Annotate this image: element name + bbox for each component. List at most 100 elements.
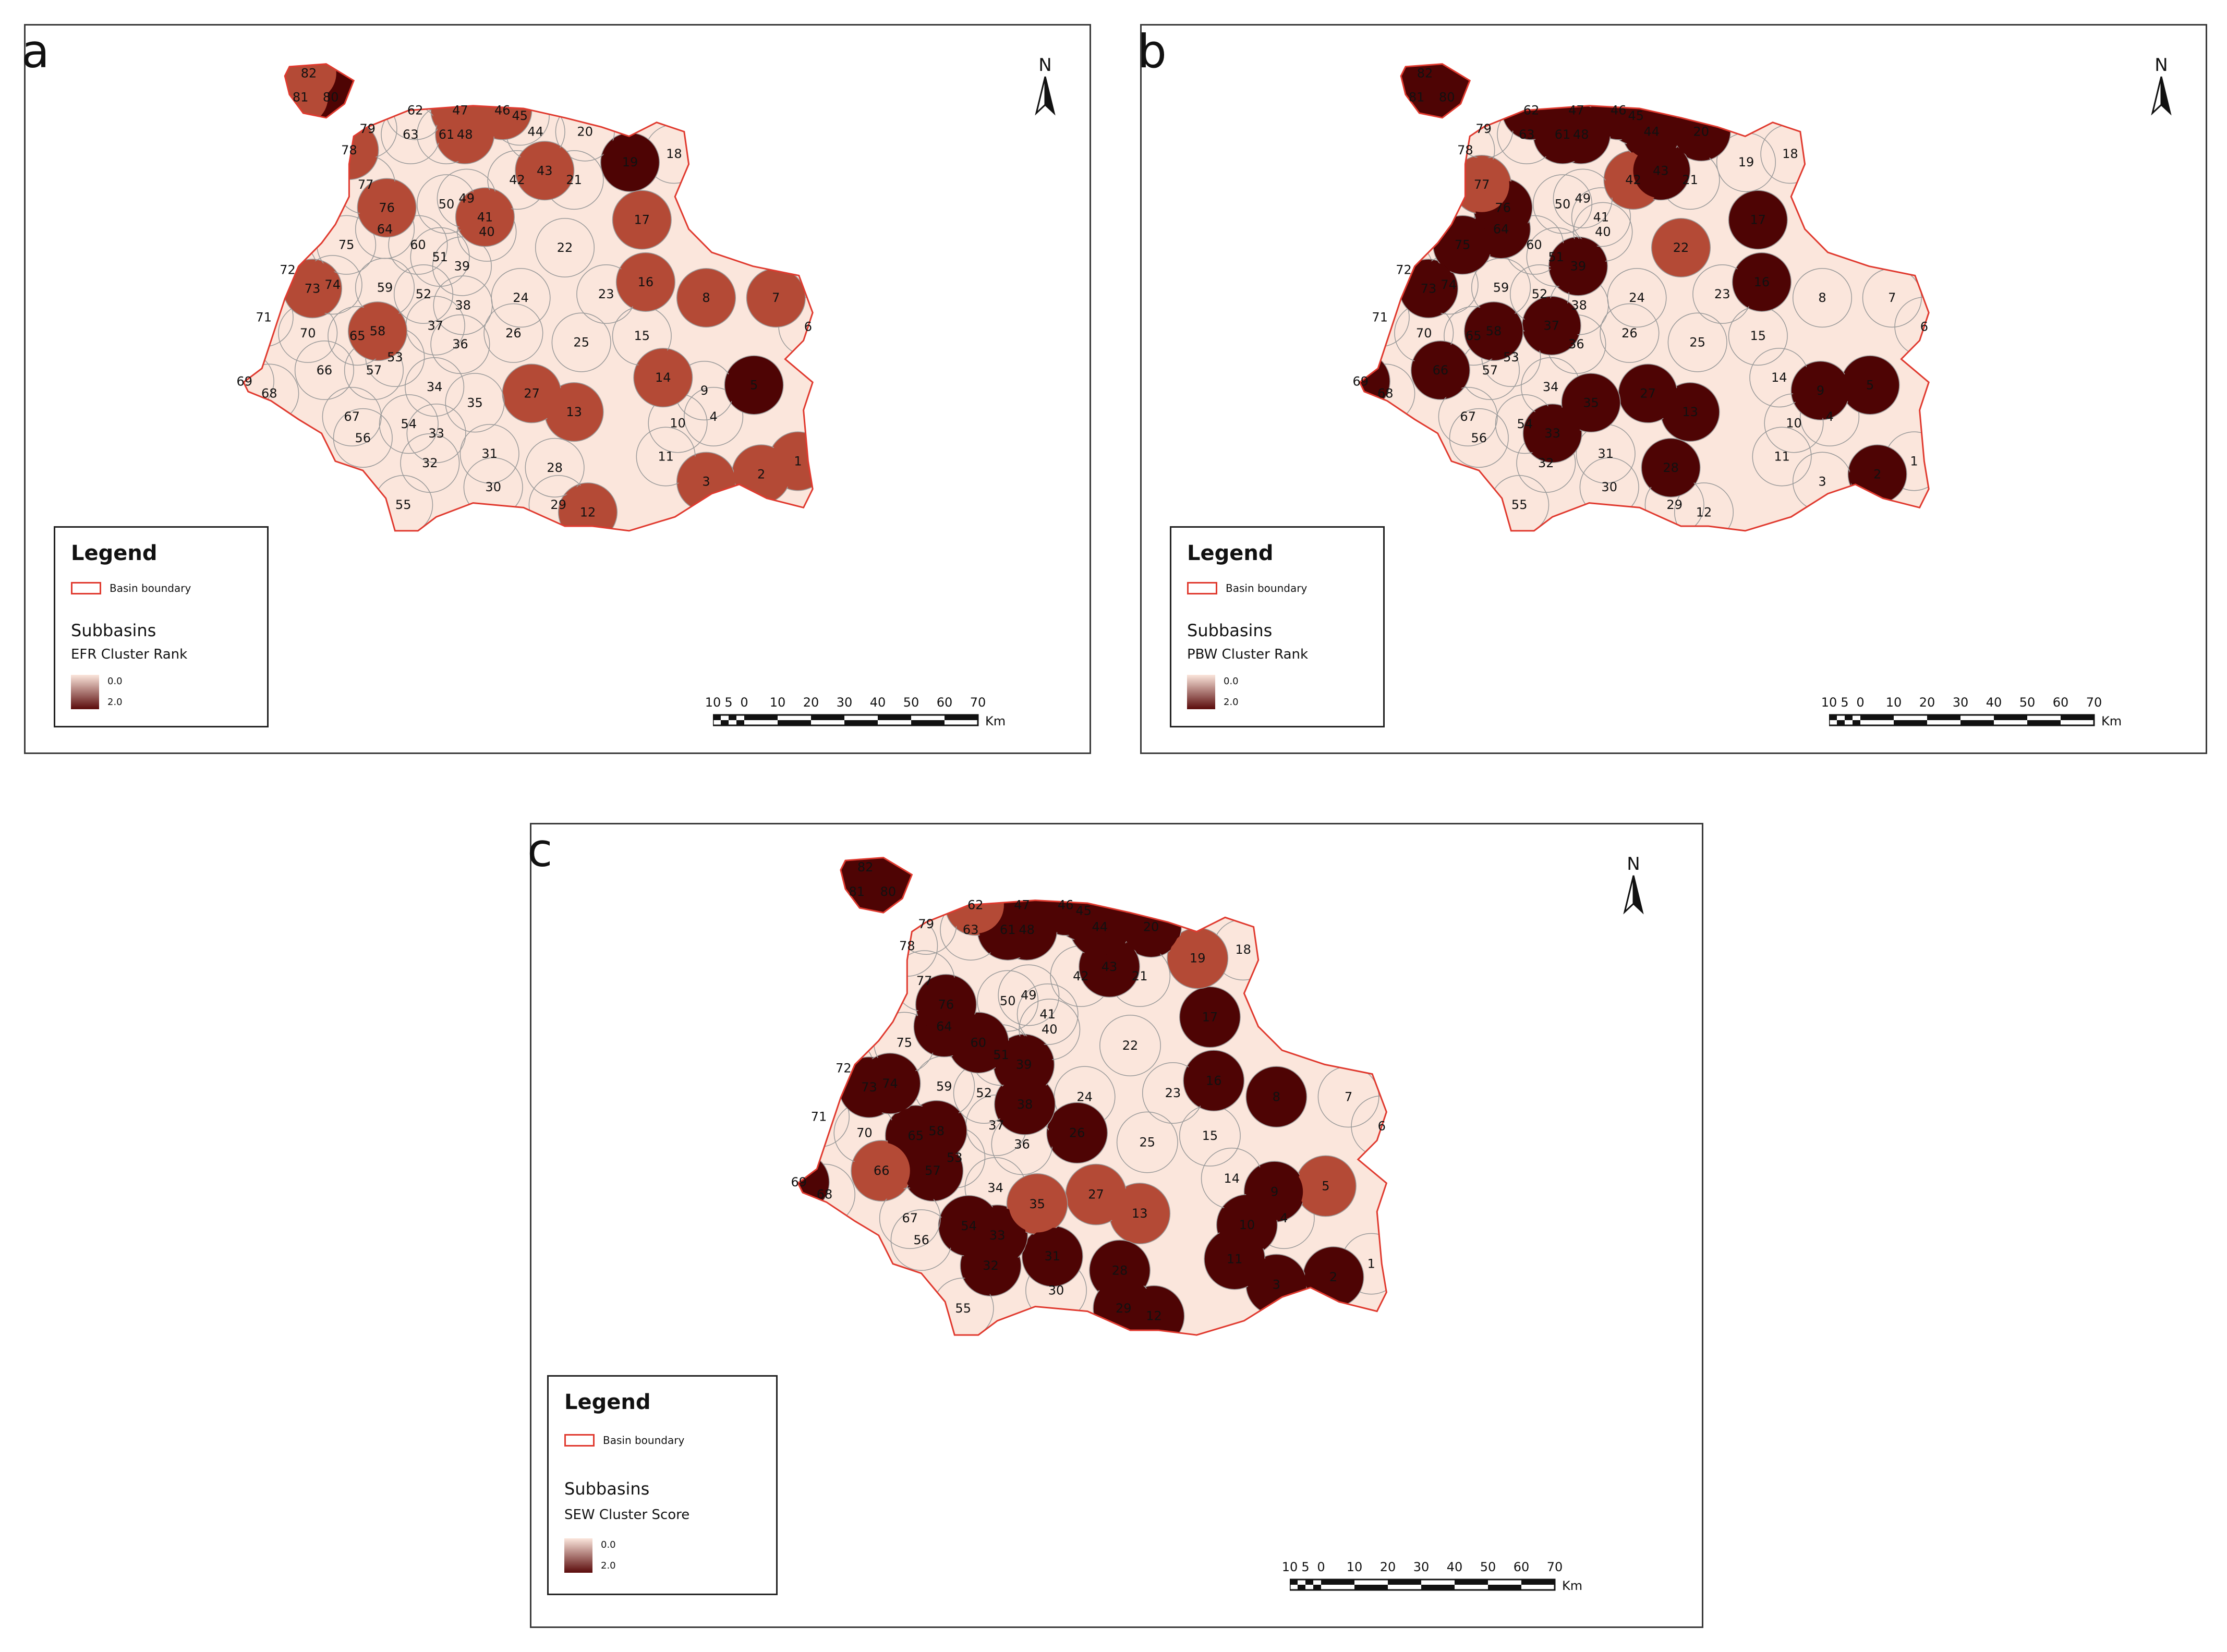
subbasin-label: 64	[1493, 222, 1509, 236]
subbasin-label: 33	[1544, 426, 1560, 441]
subbasin-label: 35	[1029, 1197, 1045, 1211]
subbasin-highlight-48	[437, 107, 492, 162]
legend-title: Legend	[71, 541, 158, 565]
legend-title: Legend	[1187, 541, 1274, 565]
subbasin-label: 3	[702, 475, 710, 489]
north-arrow-icon: N	[1615, 854, 1652, 921]
subbasin-label: 18	[1235, 942, 1251, 957]
scale-tick: 60	[1513, 1560, 1530, 1574]
subbasin-label: 82	[301, 66, 317, 80]
subbasin-label: 3	[1818, 475, 1826, 489]
subbasin-label: 55	[395, 497, 411, 512]
subbasin-label: 39	[1570, 259, 1587, 274]
subbasin-label: 3	[1273, 1278, 1280, 1292]
legend-group-label: Subbasins	[1187, 621, 1273, 640]
subbasin-highlight-16	[1185, 1052, 1242, 1109]
island-boundary	[284, 63, 355, 119]
subbasin-label: 65	[349, 329, 366, 343]
subbasin-highlight-82	[281, 64, 336, 101]
subbasin-label: 20	[577, 125, 593, 139]
subbasin-label: 34	[987, 1181, 1003, 1195]
subbasin-highlight-5	[1842, 357, 1898, 413]
subbasin-49	[998, 964, 1060, 1026]
scale-tick: 30	[1413, 1560, 1430, 1574]
subbasin-label: 44	[527, 125, 543, 139]
subbasin-highlight-17	[1730, 192, 1786, 248]
scale-tick: 40	[1986, 695, 2002, 710]
subbasin-50	[1532, 174, 1593, 234]
subbasin-label: 43	[1102, 959, 1118, 974]
subbasin-label: 21	[1132, 969, 1148, 983]
subbasin-label: 20	[1143, 920, 1159, 934]
subbasin-highlight-35	[1009, 1175, 1066, 1233]
subbasin-label: 32	[422, 456, 438, 470]
subbasin-label: 34	[427, 380, 443, 394]
subbasin-8	[1792, 268, 1853, 328]
subbasin-label: 16	[1754, 275, 1770, 289]
legend-title: Legend	[564, 1390, 651, 1414]
scale-tick: 40	[869, 695, 886, 710]
ramp-min-label: 0.0	[601, 1539, 616, 1550]
subbasin-label: 31	[1597, 446, 1614, 461]
subbasin-label: 63	[1519, 127, 1535, 142]
subbasin-label: 17	[634, 213, 650, 227]
subbasin-label: 45	[1628, 108, 1644, 123]
subbasin-22	[1099, 1015, 1161, 1076]
subbasin-highlight-13	[1111, 1185, 1168, 1242]
subbasin-label: 15	[1202, 1128, 1218, 1143]
subbasin-label: 42	[1625, 173, 1641, 187]
subbasin-label: 42	[509, 173, 525, 187]
subbasin-label: 49	[458, 191, 475, 206]
subbasin-highlight-27	[1620, 366, 1676, 421]
subbasin-label: 2	[1873, 467, 1881, 481]
subbasin-label: 33	[989, 1228, 1006, 1243]
subbasin-label: 80	[323, 90, 339, 105]
boundary-swatch	[564, 1434, 595, 1447]
subbasin-label: 66	[317, 363, 333, 378]
scale-tick: 30	[836, 695, 853, 710]
subbasin-label: 78	[1457, 143, 1473, 157]
scale-unit: Km	[985, 714, 1006, 728]
color-ramp	[71, 675, 99, 709]
subbasin-label: 24	[1629, 290, 1645, 305]
subbasin-56	[1449, 408, 1509, 468]
subbasin-highlight-16	[1734, 254, 1789, 310]
subbasin-highlight-8	[1248, 1068, 1305, 1125]
subbasin-label: 12	[1146, 1309, 1162, 1323]
subbasin-highlight-43	[517, 143, 573, 199]
basin-boundary	[243, 105, 814, 532]
subbasin-label: 68	[817, 1187, 833, 1202]
subbasin-label: 32	[983, 1258, 999, 1273]
north-arrow-icon: N	[1027, 55, 1063, 123]
subbasin-label: 26	[1069, 1125, 1085, 1140]
scale-unit: Km	[1562, 1578, 1583, 1593]
subbasin-label: 73	[1421, 281, 1437, 296]
subbasin-label: 15	[1750, 329, 1766, 343]
subbasin-label: 19	[1190, 951, 1206, 966]
ramp-max-label: 2.0	[1224, 697, 1239, 708]
subbasin-label: 36	[1014, 1137, 1030, 1151]
subbasin-highlight-7	[748, 270, 804, 325]
subbasin-label: 58	[370, 324, 386, 338]
subbasin-label: 59	[936, 1079, 952, 1094]
subbasin-label: 8	[702, 290, 710, 305]
subbasin-label: 52	[1532, 287, 1548, 301]
subbasin-label: 31	[481, 446, 498, 461]
subbasin-label: 78	[899, 939, 915, 953]
subbasin-label: 47	[1568, 103, 1584, 118]
subbasin-label: 56	[913, 1233, 929, 1247]
subbasin-label: 25	[573, 335, 589, 350]
boundary-label: Basin boundary	[1226, 582, 1308, 594]
subbasin-label: 9	[1817, 383, 1824, 398]
subbasin-highlight-76	[359, 180, 415, 236]
subbasin-60	[388, 215, 448, 275]
subbasin-label: 10	[1239, 1218, 1255, 1232]
subbasin-label: 76	[379, 201, 395, 215]
subbasin-label: 44	[1092, 920, 1108, 934]
subbasin-label: 81	[849, 884, 865, 899]
scale-tick: 5	[1301, 1560, 1310, 1574]
subbasin-label: 27	[524, 386, 540, 401]
subbasin-label: 16	[638, 275, 654, 289]
scale-bar	[1829, 714, 2095, 726]
subbasin-label: 82	[857, 860, 874, 874]
